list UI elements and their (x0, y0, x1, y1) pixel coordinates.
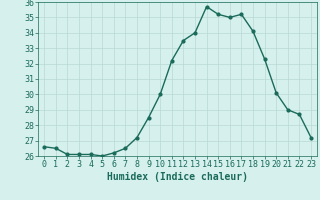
X-axis label: Humidex (Indice chaleur): Humidex (Indice chaleur) (107, 172, 248, 182)
